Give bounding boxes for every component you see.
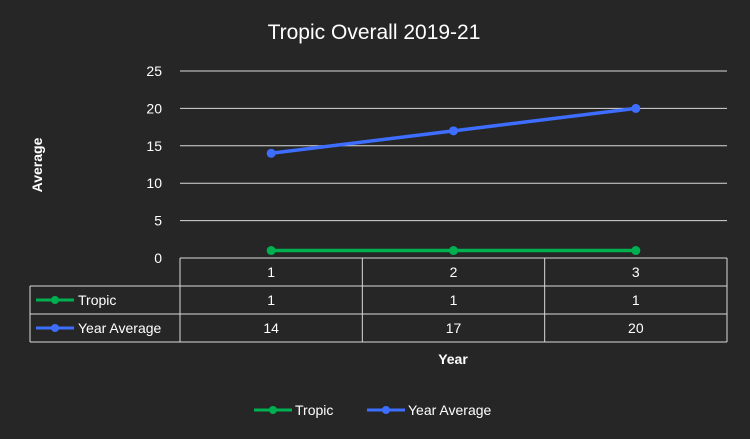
table-cell-value: 1 [267,292,275,308]
y-tick-label: 15 [146,138,162,154]
y-tick-label: 5 [154,213,162,229]
x-tick-label: 1 [267,264,275,280]
y-tick-label: 0 [154,250,162,266]
legend-key-marker [269,406,277,414]
data-point [266,246,276,256]
table-cell-value: 1 [450,292,458,308]
data-point [631,103,641,113]
y-axis-ticks: 0 5 10 15 20 25 [146,63,162,266]
data-point [266,148,276,158]
legend: Tropic Year Average [254,402,492,418]
data-point [449,246,458,256]
table-cell-value: 14 [263,320,279,336]
y-tick-label: 10 [146,175,162,191]
table-cell-value: 20 [628,320,644,336]
table-series-name: Year Average [78,320,162,336]
table-legend-key-marker [51,296,59,304]
y-tick-label: 20 [146,100,162,116]
x-tick-label: 3 [632,264,640,280]
table-series-name: Tropic [78,292,116,308]
legend-label: Tropic [295,402,333,418]
data-point [449,126,458,136]
legend-label: Year Average [408,402,492,418]
table-cell-value: 1 [632,292,640,308]
data-point [631,246,641,256]
data-table: 1 2 3 Tropic 1 1 1 Year Average 14 17 20 [29,257,728,343]
series-lines [266,103,641,256]
table-legend-key-marker [51,324,59,332]
table-cell-value: 17 [446,320,462,336]
legend-key-marker [382,406,390,414]
gridlines [180,70,727,222]
y-axis-title: Average [29,137,45,192]
chart-title: Tropic Overall 2019-21 [268,21,481,44]
y-tick-label: 25 [146,63,162,79]
x-tick-label: 2 [450,264,458,280]
x-axis-title: Year [438,351,468,367]
